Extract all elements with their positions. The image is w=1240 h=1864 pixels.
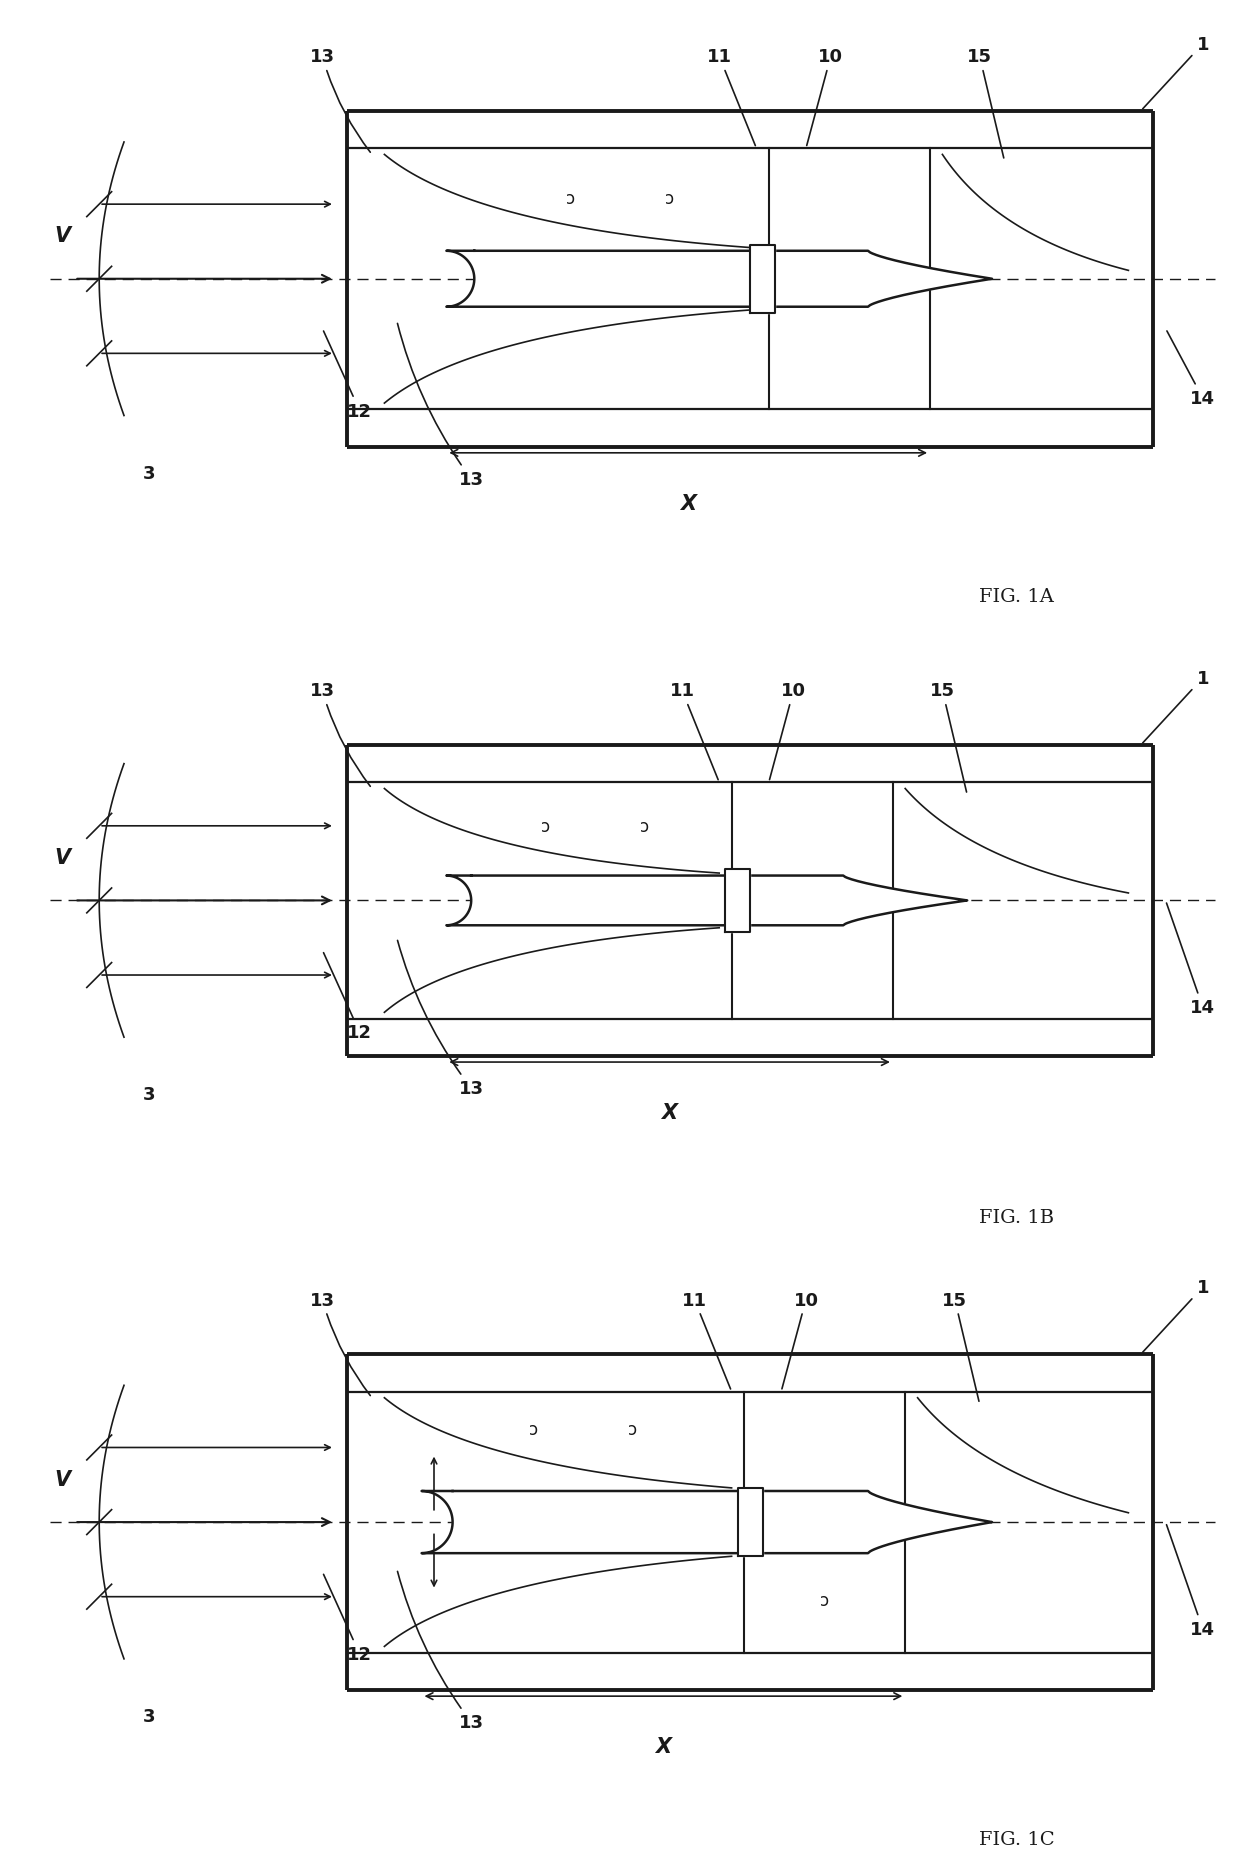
Text: 13: 13 <box>310 682 371 787</box>
Polygon shape <box>422 1491 992 1553</box>
Text: ↄ: ↄ <box>541 818 551 835</box>
Text: 3: 3 <box>143 464 155 483</box>
Text: ↄ: ↄ <box>665 190 675 207</box>
Text: 10: 10 <box>770 682 806 781</box>
Text: ↄ: ↄ <box>528 1420 538 1437</box>
Text: 12: 12 <box>324 1575 372 1663</box>
Text: 11: 11 <box>670 682 718 781</box>
Text: 11: 11 <box>707 48 755 147</box>
Text: X: X <box>655 1735 672 1756</box>
Polygon shape <box>738 1487 763 1556</box>
Polygon shape <box>446 876 967 926</box>
Text: 13: 13 <box>398 324 484 488</box>
Text: ↄ: ↄ <box>627 1420 637 1437</box>
Text: 15: 15 <box>942 1290 978 1402</box>
Text: 15: 15 <box>930 682 966 792</box>
Text: 3: 3 <box>143 1707 155 1724</box>
Text: 3: 3 <box>143 1085 155 1103</box>
Text: 10: 10 <box>807 48 843 147</box>
Text: 14: 14 <box>1167 1525 1215 1638</box>
Text: 1: 1 <box>1143 669 1209 744</box>
Text: 13: 13 <box>310 1290 371 1396</box>
Text: V: V <box>53 848 71 867</box>
Text: ↄ: ↄ <box>640 818 650 835</box>
Text: 13: 13 <box>310 48 371 153</box>
Text: 13: 13 <box>398 941 484 1098</box>
Text: X: X <box>680 494 697 513</box>
Polygon shape <box>446 252 992 308</box>
Text: 11: 11 <box>682 1290 730 1389</box>
Text: 14: 14 <box>1167 332 1215 408</box>
Polygon shape <box>750 246 775 313</box>
Text: 13: 13 <box>398 1571 484 1732</box>
Text: 14: 14 <box>1167 904 1215 1016</box>
Text: V: V <box>53 1469 71 1489</box>
Polygon shape <box>725 870 750 932</box>
Text: 1: 1 <box>1143 35 1209 110</box>
Text: FIG. 1B: FIG. 1B <box>980 1210 1054 1227</box>
Text: FIG. 1C: FIG. 1C <box>980 1830 1054 1847</box>
Text: ↄ: ↄ <box>820 1592 830 1609</box>
Text: 1: 1 <box>1143 1279 1209 1353</box>
Text: 12: 12 <box>324 332 372 419</box>
Text: ↄ: ↄ <box>565 190 575 207</box>
Text: 15: 15 <box>967 48 1003 158</box>
Text: 12: 12 <box>324 953 372 1042</box>
Text: FIG. 1A: FIG. 1A <box>980 587 1054 606</box>
Text: V: V <box>53 226 71 246</box>
Text: X: X <box>661 1102 678 1122</box>
Text: 10: 10 <box>782 1290 818 1389</box>
